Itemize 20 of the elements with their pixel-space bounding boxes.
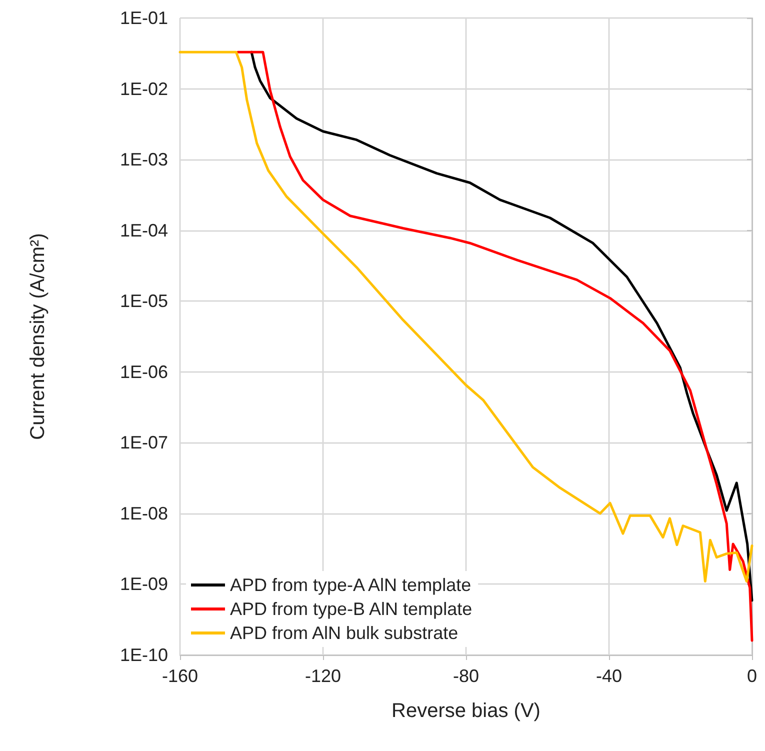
y-tick-label: 1E-08 (120, 503, 168, 524)
x-tick-label: -40 (596, 666, 622, 686)
y-axis-title: Current density (A/cm²) (27, 233, 49, 440)
y-tick-label: 1E-02 (120, 78, 168, 99)
x-tick-label: -80 (452, 666, 480, 686)
y-tick-label: 1E-10 (120, 645, 168, 665)
legend-label: APD from type-A AlN template (230, 575, 472, 595)
x-tick-label: -160 (162, 666, 198, 686)
x-tick-label: -120 (304, 666, 342, 686)
x-tick-label: 0 (746, 666, 758, 686)
y-tick-label: 1E-03 (120, 150, 168, 170)
y-tick-label: 1E-07 (120, 432, 168, 453)
legend-label: APD from AlN bulk substrate (230, 623, 458, 643)
x-axis-title: Reverse bias (V) (392, 700, 540, 722)
y-tick-label: 1E-05 (120, 291, 168, 312)
y-tick-label: 1E-04 (120, 220, 168, 240)
y-tick-label: 1E-06 (120, 362, 168, 382)
legend-label: APD from type-B AlN template (230, 599, 472, 619)
y-tick-label: 1E-01 (120, 8, 168, 28)
y-tick-label: 1E-09 (120, 574, 168, 594)
